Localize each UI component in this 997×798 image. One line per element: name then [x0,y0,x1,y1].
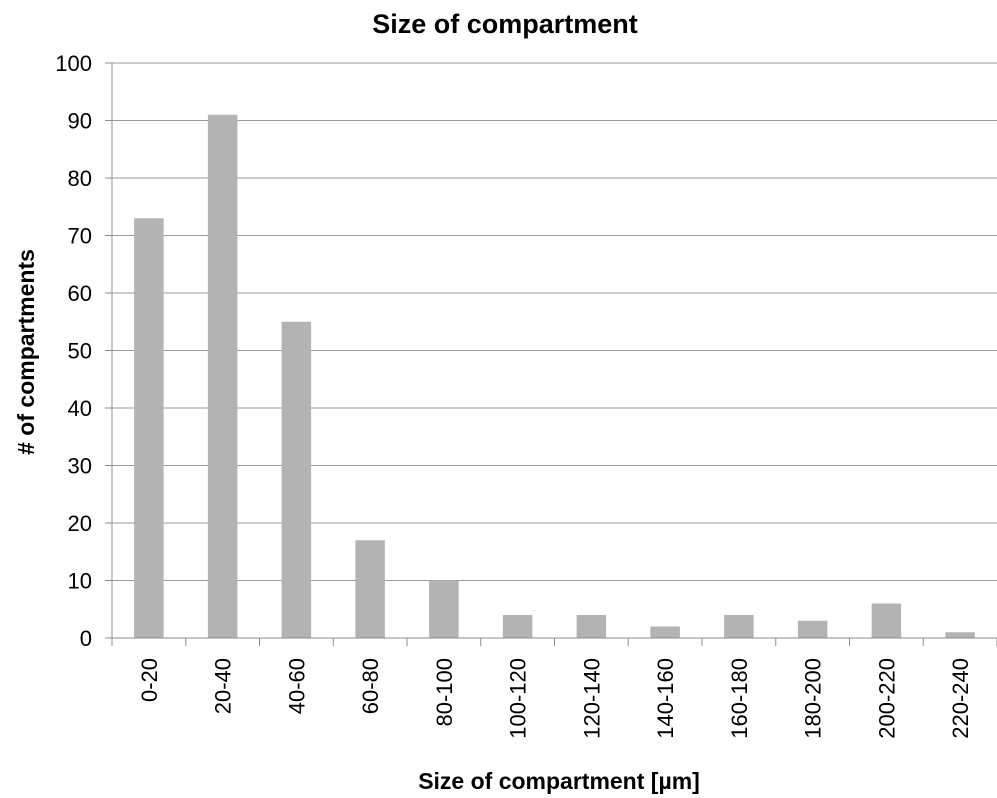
bar-200-220 [871,603,902,638]
x-tick-label: 220-240 [948,658,973,739]
x-tick-label: 80-100 [432,658,457,727]
y-tick-label: 0 [80,626,92,651]
y-tick-label: 70 [68,224,92,249]
bar-180-200 [797,620,828,638]
y-tick-label: 20 [68,511,92,536]
x-tick-label: 160-180 [727,658,752,739]
bar-220-240 [945,632,975,638]
y-tick-label: 50 [68,339,92,364]
x-tick-label: 140-160 [653,658,678,739]
bar-160-180 [724,615,754,638]
bar-60-80 [355,540,385,638]
y-tick-label: 40 [68,396,92,421]
x-tick-label: 100-120 [506,658,531,739]
y-axis-label: # of compartments [13,249,39,455]
gridlines [112,62,997,581]
x-tick-label: 40-60 [284,658,309,714]
x-axis-label: Size of compartment [µm] [418,768,700,794]
y-tick-labels: 0 10 20 30 40 50 60 70 80 90 100 [55,51,92,651]
x-tick-label: 60-80 [358,658,383,714]
bar-20-40 [207,114,238,638]
x-tick-label: 200-220 [874,658,899,739]
bar-140-160 [650,626,680,638]
x-tick-label: 0-20 [137,658,162,702]
bar-80-100 [429,580,459,638]
x-tick-label: 20-40 [211,658,236,714]
axes [105,62,997,646]
y-tick-label: 90 [68,109,92,134]
x-tick-labels: 0-20 20-40 40-60 60-80 80-100 100-120 120-140 1… [137,658,973,739]
bar-120-140 [576,615,607,638]
y-tick-label: 30 [68,454,92,479]
x-tick-label: 120-140 [579,658,604,739]
x-tick-label: 180-200 [801,658,826,739]
y-tick-label: 80 [68,166,92,191]
chart-title: Size of compartment [372,9,638,39]
y-tick-label: 60 [68,281,92,306]
bar-0-20 [134,218,164,638]
bar-40-60 [281,321,312,638]
y-tick-label: 10 [68,569,92,594]
bars [134,114,975,638]
y-tick-label: 100 [55,51,92,76]
bar-100-120 [502,615,533,638]
